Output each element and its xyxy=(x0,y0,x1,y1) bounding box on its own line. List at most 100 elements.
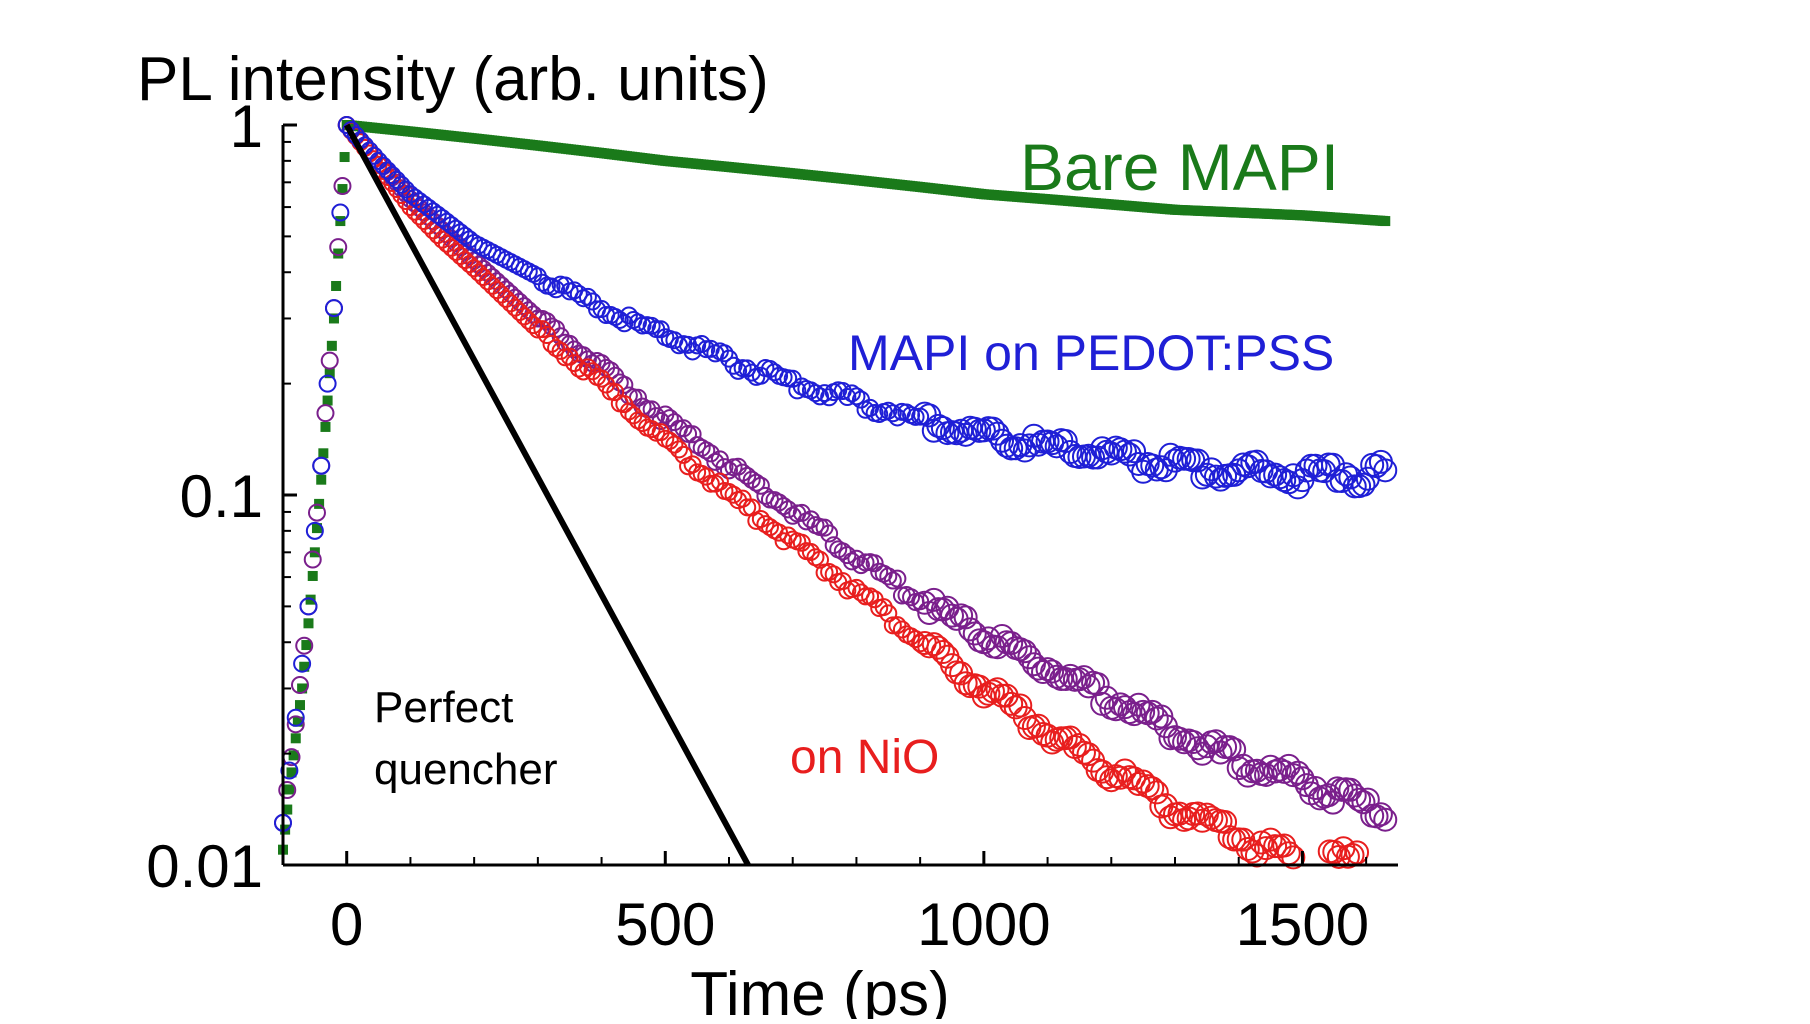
data-point xyxy=(533,320,552,339)
data-point xyxy=(405,188,424,207)
data-point xyxy=(1076,674,1101,699)
data-point xyxy=(419,198,438,217)
data-point xyxy=(307,570,318,581)
data-point xyxy=(921,632,946,657)
data-point xyxy=(312,456,331,475)
data-point xyxy=(642,420,661,439)
data-point xyxy=(751,476,770,495)
data-point xyxy=(424,202,443,221)
data-point xyxy=(1153,458,1178,483)
data-point xyxy=(311,523,322,534)
data-point xyxy=(284,784,295,795)
data-point xyxy=(774,497,793,516)
data-point xyxy=(902,588,921,607)
data-point xyxy=(724,485,743,504)
data-point xyxy=(1012,639,1037,664)
data-point xyxy=(1226,756,1251,781)
data-point xyxy=(383,166,402,185)
data-point xyxy=(1217,825,1242,850)
data-point xyxy=(1351,790,1376,815)
data-point xyxy=(1153,793,1178,818)
data-point xyxy=(729,457,748,476)
x-axis-title: Time (ps) xyxy=(690,960,949,1019)
data-point xyxy=(286,708,305,727)
data-point xyxy=(288,750,299,761)
data-point xyxy=(1108,765,1133,790)
data-point xyxy=(792,533,811,552)
data-point xyxy=(610,310,629,329)
data-point xyxy=(374,156,393,175)
label-on-nio: on NiO xyxy=(790,731,939,784)
data-point xyxy=(460,230,479,249)
series-4 xyxy=(344,123,751,867)
data-point xyxy=(833,542,852,561)
series-0 xyxy=(278,120,1391,855)
data-point xyxy=(715,344,734,363)
data-point xyxy=(883,404,902,423)
data-point xyxy=(619,306,638,325)
data-point xyxy=(337,184,348,195)
data-point xyxy=(801,381,820,400)
data-point xyxy=(286,767,297,778)
data-point xyxy=(688,436,707,455)
data-point xyxy=(322,395,333,406)
data-point xyxy=(1249,830,1274,855)
data-point xyxy=(838,388,857,407)
data-point xyxy=(1112,439,1137,464)
data-point xyxy=(1217,735,1242,760)
data-point xyxy=(1126,692,1151,717)
data-point xyxy=(290,733,301,744)
data-point xyxy=(331,280,342,291)
data-point xyxy=(292,716,303,727)
data-point xyxy=(378,161,397,180)
data-point xyxy=(701,474,720,493)
data-point xyxy=(294,700,305,711)
data-point xyxy=(815,384,834,403)
data-point xyxy=(1368,449,1393,474)
data-point xyxy=(537,326,556,345)
data-point xyxy=(985,421,1010,446)
data-point xyxy=(760,360,779,379)
data-point xyxy=(299,661,310,672)
data-point xyxy=(962,416,987,441)
data-point xyxy=(1040,659,1065,684)
data-point xyxy=(633,414,652,433)
data-point xyxy=(971,418,996,443)
series-layer xyxy=(274,116,1398,870)
data-point xyxy=(1158,442,1183,467)
data-point xyxy=(606,383,625,402)
data-point xyxy=(1281,845,1306,870)
data-point xyxy=(865,554,884,573)
data-point xyxy=(569,359,588,378)
data-point xyxy=(738,498,757,517)
data-point xyxy=(692,464,711,483)
x-tick-label: 0 xyxy=(330,891,363,958)
data-point xyxy=(316,474,327,485)
data-point xyxy=(1373,807,1398,832)
data-point xyxy=(592,300,611,319)
data-point xyxy=(770,523,789,542)
data-point xyxy=(547,280,566,299)
data-point xyxy=(1368,802,1393,827)
data-point xyxy=(331,203,350,222)
data-point xyxy=(921,418,946,443)
data-point xyxy=(842,384,861,403)
data-point xyxy=(1347,787,1372,812)
x-tick-label: 1000 xyxy=(917,891,1050,958)
data-point xyxy=(324,368,335,379)
data-point xyxy=(320,421,331,432)
data-point xyxy=(303,550,322,569)
data-point xyxy=(926,635,951,660)
data-point xyxy=(806,384,825,403)
y-tick-label: 0.1 xyxy=(180,463,263,530)
data-point xyxy=(628,313,647,332)
data-point xyxy=(1112,695,1137,720)
data-point xyxy=(724,356,743,375)
data-point xyxy=(339,152,350,163)
data-point xyxy=(980,416,1005,441)
data-point xyxy=(293,654,312,673)
data-point xyxy=(674,445,693,464)
data-point xyxy=(316,404,335,423)
